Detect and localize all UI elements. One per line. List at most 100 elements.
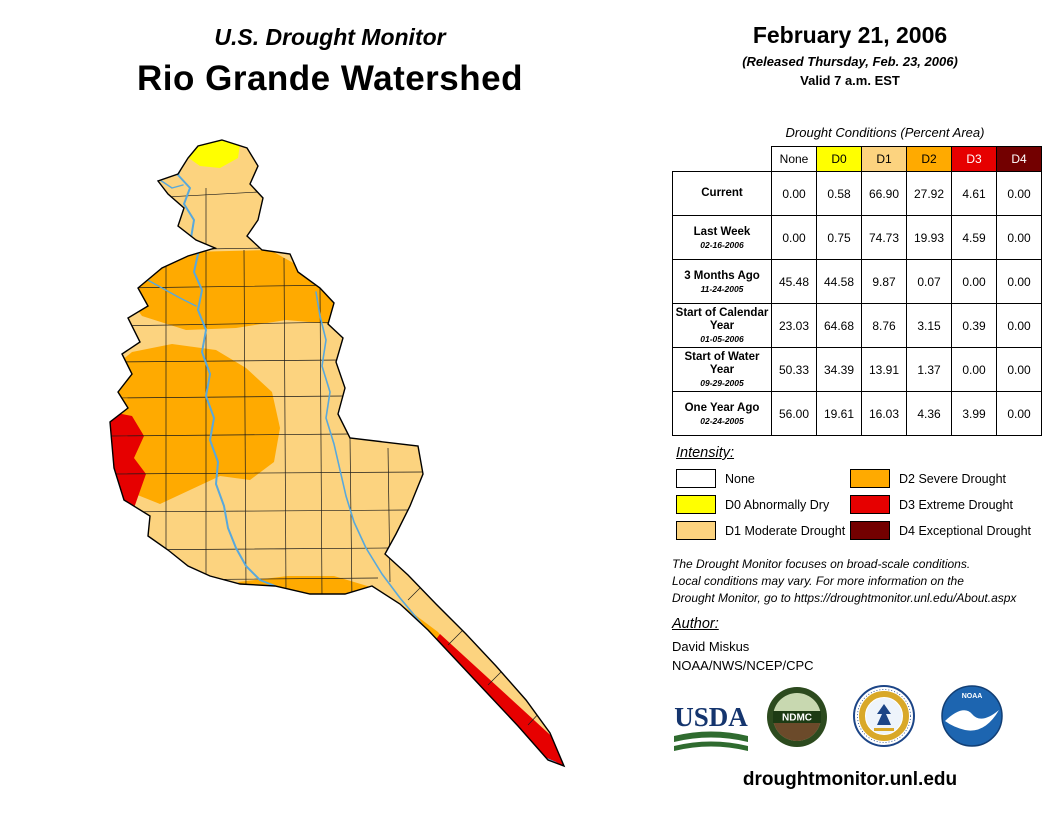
col-header-d3: D3 (951, 146, 997, 172)
disclaimer-text: The Drought Monitor focuses on broad-sca… (672, 556, 1016, 607)
table-cell: 50.33 (771, 347, 817, 392)
table-row-3-months-ago: 3 Months Ago 11-24-2005 45.48 44.58 9.87… (672, 259, 1042, 304)
table-header-row: None D0 D1 D2 D3 D4 (672, 146, 1042, 172)
table-cell: 0.00 (996, 171, 1042, 216)
legend-item-d1: D1 Moderate Drought (676, 521, 845, 540)
row-label: 3 Months Ago 11-24-2005 (672, 259, 772, 304)
table-cell: 66.90 (861, 171, 907, 216)
table-cell: 19.61 (816, 391, 862, 436)
table-cell: 0.00 (771, 171, 817, 216)
map-region-d2-north-band (118, 250, 342, 330)
table-cell: 13.91 (861, 347, 907, 392)
valid-time: Valid 7 a.m. EST (800, 73, 900, 88)
table-cell: 0.75 (816, 215, 862, 260)
table-cell: 4.61 (951, 171, 997, 216)
table-row-start-water-year: Start of Water Year 09-29-2005 50.33 34.… (672, 347, 1042, 392)
table-cell: 4.59 (951, 215, 997, 260)
table-cell: 8.76 (861, 303, 907, 348)
noaa-logo: NOAA (940, 684, 1004, 753)
col-header-d0: D0 (816, 146, 862, 172)
noaa-gull-icon (945, 710, 999, 731)
disclaimer-line: The Drought Monitor focuses on broad-sca… (672, 557, 971, 571)
table-cell: 44.58 (816, 259, 862, 304)
noaa-wordmark: NOAA (962, 693, 983, 700)
row-label: One Year Ago 02-24-2005 (672, 391, 772, 436)
col-header-none: None (771, 146, 817, 172)
table-cell: 0.00 (996, 391, 1042, 436)
eagle-icon (877, 704, 891, 725)
table-cell: 0.00 (996, 303, 1042, 348)
row-label: Current (672, 171, 772, 216)
legend-item-d2: D2 Severe Drought (850, 469, 1006, 488)
usda-swoosh-icon (674, 741, 748, 751)
table-cell: 16.03 (861, 391, 907, 436)
table-row-start-calendar-year: Start of Calendar Year 01-05-2006 23.03 … (672, 303, 1042, 348)
ndmc-logo: NDMC (766, 686, 828, 753)
footer-url[interactable]: droughtmonitor.unl.edu (742, 769, 958, 790)
legend-label: D1 Moderate Drought (725, 523, 846, 538)
table-cell: 0.58 (816, 171, 862, 216)
drought-conditions-table: None D0 D1 D2 D3 D4 Current 0.00 0.58 66… (672, 146, 1042, 436)
table-title: Drought Conditions (Percent Area) (785, 125, 985, 140)
ndmc-wordmark: NDMC (782, 713, 812, 724)
col-header-d4: D4 (996, 146, 1042, 172)
table-row-one-year-ago: One Year Ago 02-24-2005 56.00 19.61 16.0… (672, 391, 1042, 436)
table-cell: 1.37 (906, 347, 952, 392)
table-cell: 19.93 (906, 215, 952, 260)
table-cell: 23.03 (771, 303, 817, 348)
usda-wordmark: USDA (674, 702, 748, 732)
legend-swatch-d4 (850, 521, 890, 540)
seal-text-ring (857, 689, 911, 743)
legend-label: D3 Extreme Drought (899, 497, 1013, 512)
legend-label: D0 Abnormally Dry (725, 497, 830, 512)
pecos-river (315, 291, 455, 671)
release-date: (Released Thursday, Feb. 23, 2006) (742, 54, 958, 69)
table-cell: 3.99 (951, 391, 997, 436)
table-row-last-week: Last Week 02-16-2006 0.00 0.75 74.73 19.… (672, 215, 1042, 260)
seal-base (874, 728, 894, 731)
noaa-logo-icon: NOAA (941, 685, 1003, 747)
watershed-map (109, 139, 566, 768)
date-block: February 21, 2006 (Released Thursday, Fe… (670, 22, 1030, 88)
col-header-d1: D1 (861, 146, 907, 172)
chama-tributary-river (143, 179, 197, 307)
table-cell: 56.00 (771, 391, 817, 436)
legend-swatch-d1 (676, 521, 716, 540)
table-cell: 27.92 (906, 171, 952, 216)
legend-label: D4 Exceptional Drought (899, 523, 1032, 538)
ndmc-banner (773, 711, 821, 723)
map-region-d2-west-blob (110, 344, 280, 504)
disclaimer-line: Local conditions may vary. For more info… (672, 574, 964, 588)
legend-swatch-d3 (850, 495, 890, 514)
table-cell: 0.00 (996, 347, 1042, 392)
legend-label: None (725, 471, 755, 486)
usda-logo: USDA (668, 700, 754, 763)
commerce-seal-icon (853, 685, 915, 747)
table-cell: 4.36 (906, 391, 952, 436)
watershed-outline (109, 139, 566, 768)
legend-heading: Intensity: (676, 445, 735, 461)
table-cell: 64.68 (816, 303, 862, 348)
seal-gold-ring (859, 691, 909, 741)
legend-swatch-d2 (850, 469, 890, 488)
table-corner-cell (672, 146, 772, 172)
author-heading: Author: (672, 616, 719, 632)
table-row-current: Current 0.00 0.58 66.90 27.92 4.61 0.00 (672, 171, 1042, 216)
table-cell: 0.00 (951, 347, 997, 392)
col-header-d2: D2 (906, 146, 952, 172)
table-cell: 0.39 (951, 303, 997, 348)
usda-logo-icon: USDA (674, 702, 748, 751)
table-cell: 0.07 (906, 259, 952, 304)
legend-label: D2 Severe Drought (899, 471, 1007, 486)
disclaimer-line: Drought Monitor, go to https://droughtmo… (672, 591, 1017, 605)
table-cell: 45.48 (771, 259, 817, 304)
ndmc-logo-icon: NDMC (767, 687, 827, 747)
commerce-seal-logo (852, 684, 916, 753)
table-cell: 74.73 (861, 215, 907, 260)
legend-swatch-none (676, 469, 716, 488)
legend-swatch-d0 (676, 495, 716, 514)
region-title: Rio Grande Watershed (137, 59, 523, 98)
map-region-d3-tail (422, 634, 564, 766)
map-date: February 21, 2006 (752, 22, 948, 48)
